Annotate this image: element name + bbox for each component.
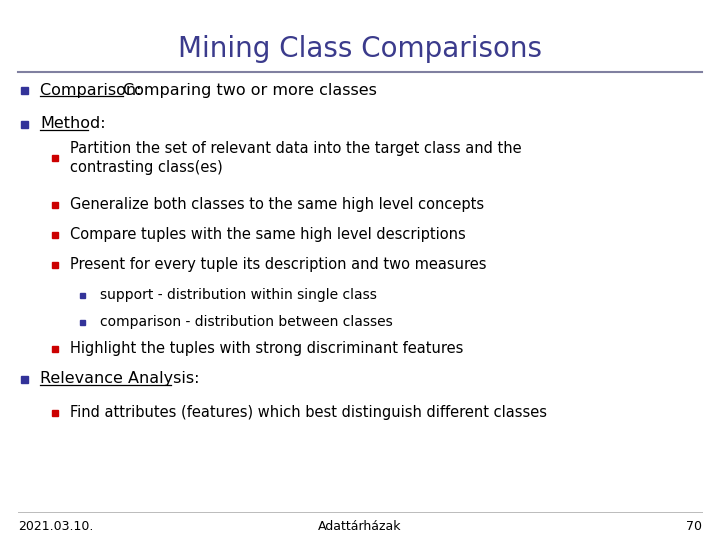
Text: comparison - distribution between classes: comparison - distribution between classe… xyxy=(100,315,392,329)
Bar xyxy=(52,410,58,416)
Bar xyxy=(20,375,27,382)
Bar xyxy=(52,232,58,238)
Text: support - distribution within single class: support - distribution within single cla… xyxy=(100,288,377,302)
Bar xyxy=(79,293,84,298)
Text: Find attributes (features) which best distinguish different classes: Find attributes (features) which best di… xyxy=(70,406,547,421)
Text: Present for every tuple its description and two measures: Present for every tuple its description … xyxy=(70,258,487,273)
Text: Relevance Analysis:: Relevance Analysis: xyxy=(40,372,199,387)
Text: Highlight the tuples with strong discriminant features: Highlight the tuples with strong discrim… xyxy=(70,341,464,356)
Bar xyxy=(52,262,58,268)
Bar xyxy=(79,320,84,325)
Text: Adattárházak: Adattárházak xyxy=(318,519,402,532)
Text: Mining Class Comparisons: Mining Class Comparisons xyxy=(178,35,542,63)
Bar xyxy=(52,155,58,161)
Bar xyxy=(20,120,27,127)
Bar xyxy=(52,346,58,352)
Bar xyxy=(52,202,58,208)
Text: Partition the set of relevant data into the target class and the
contrasting cla: Partition the set of relevant data into … xyxy=(70,141,521,175)
Text: Comparison:: Comparison: xyxy=(40,83,147,98)
Text: Method:: Method: xyxy=(40,117,106,132)
Text: 2021.03.10.: 2021.03.10. xyxy=(18,519,94,532)
Bar xyxy=(20,86,27,93)
Text: Comparing two or more classes: Comparing two or more classes xyxy=(123,83,377,98)
Text: Compare tuples with the same high level descriptions: Compare tuples with the same high level … xyxy=(70,227,466,242)
Text: Generalize both classes to the same high level concepts: Generalize both classes to the same high… xyxy=(70,198,484,213)
Text: 70: 70 xyxy=(686,519,702,532)
